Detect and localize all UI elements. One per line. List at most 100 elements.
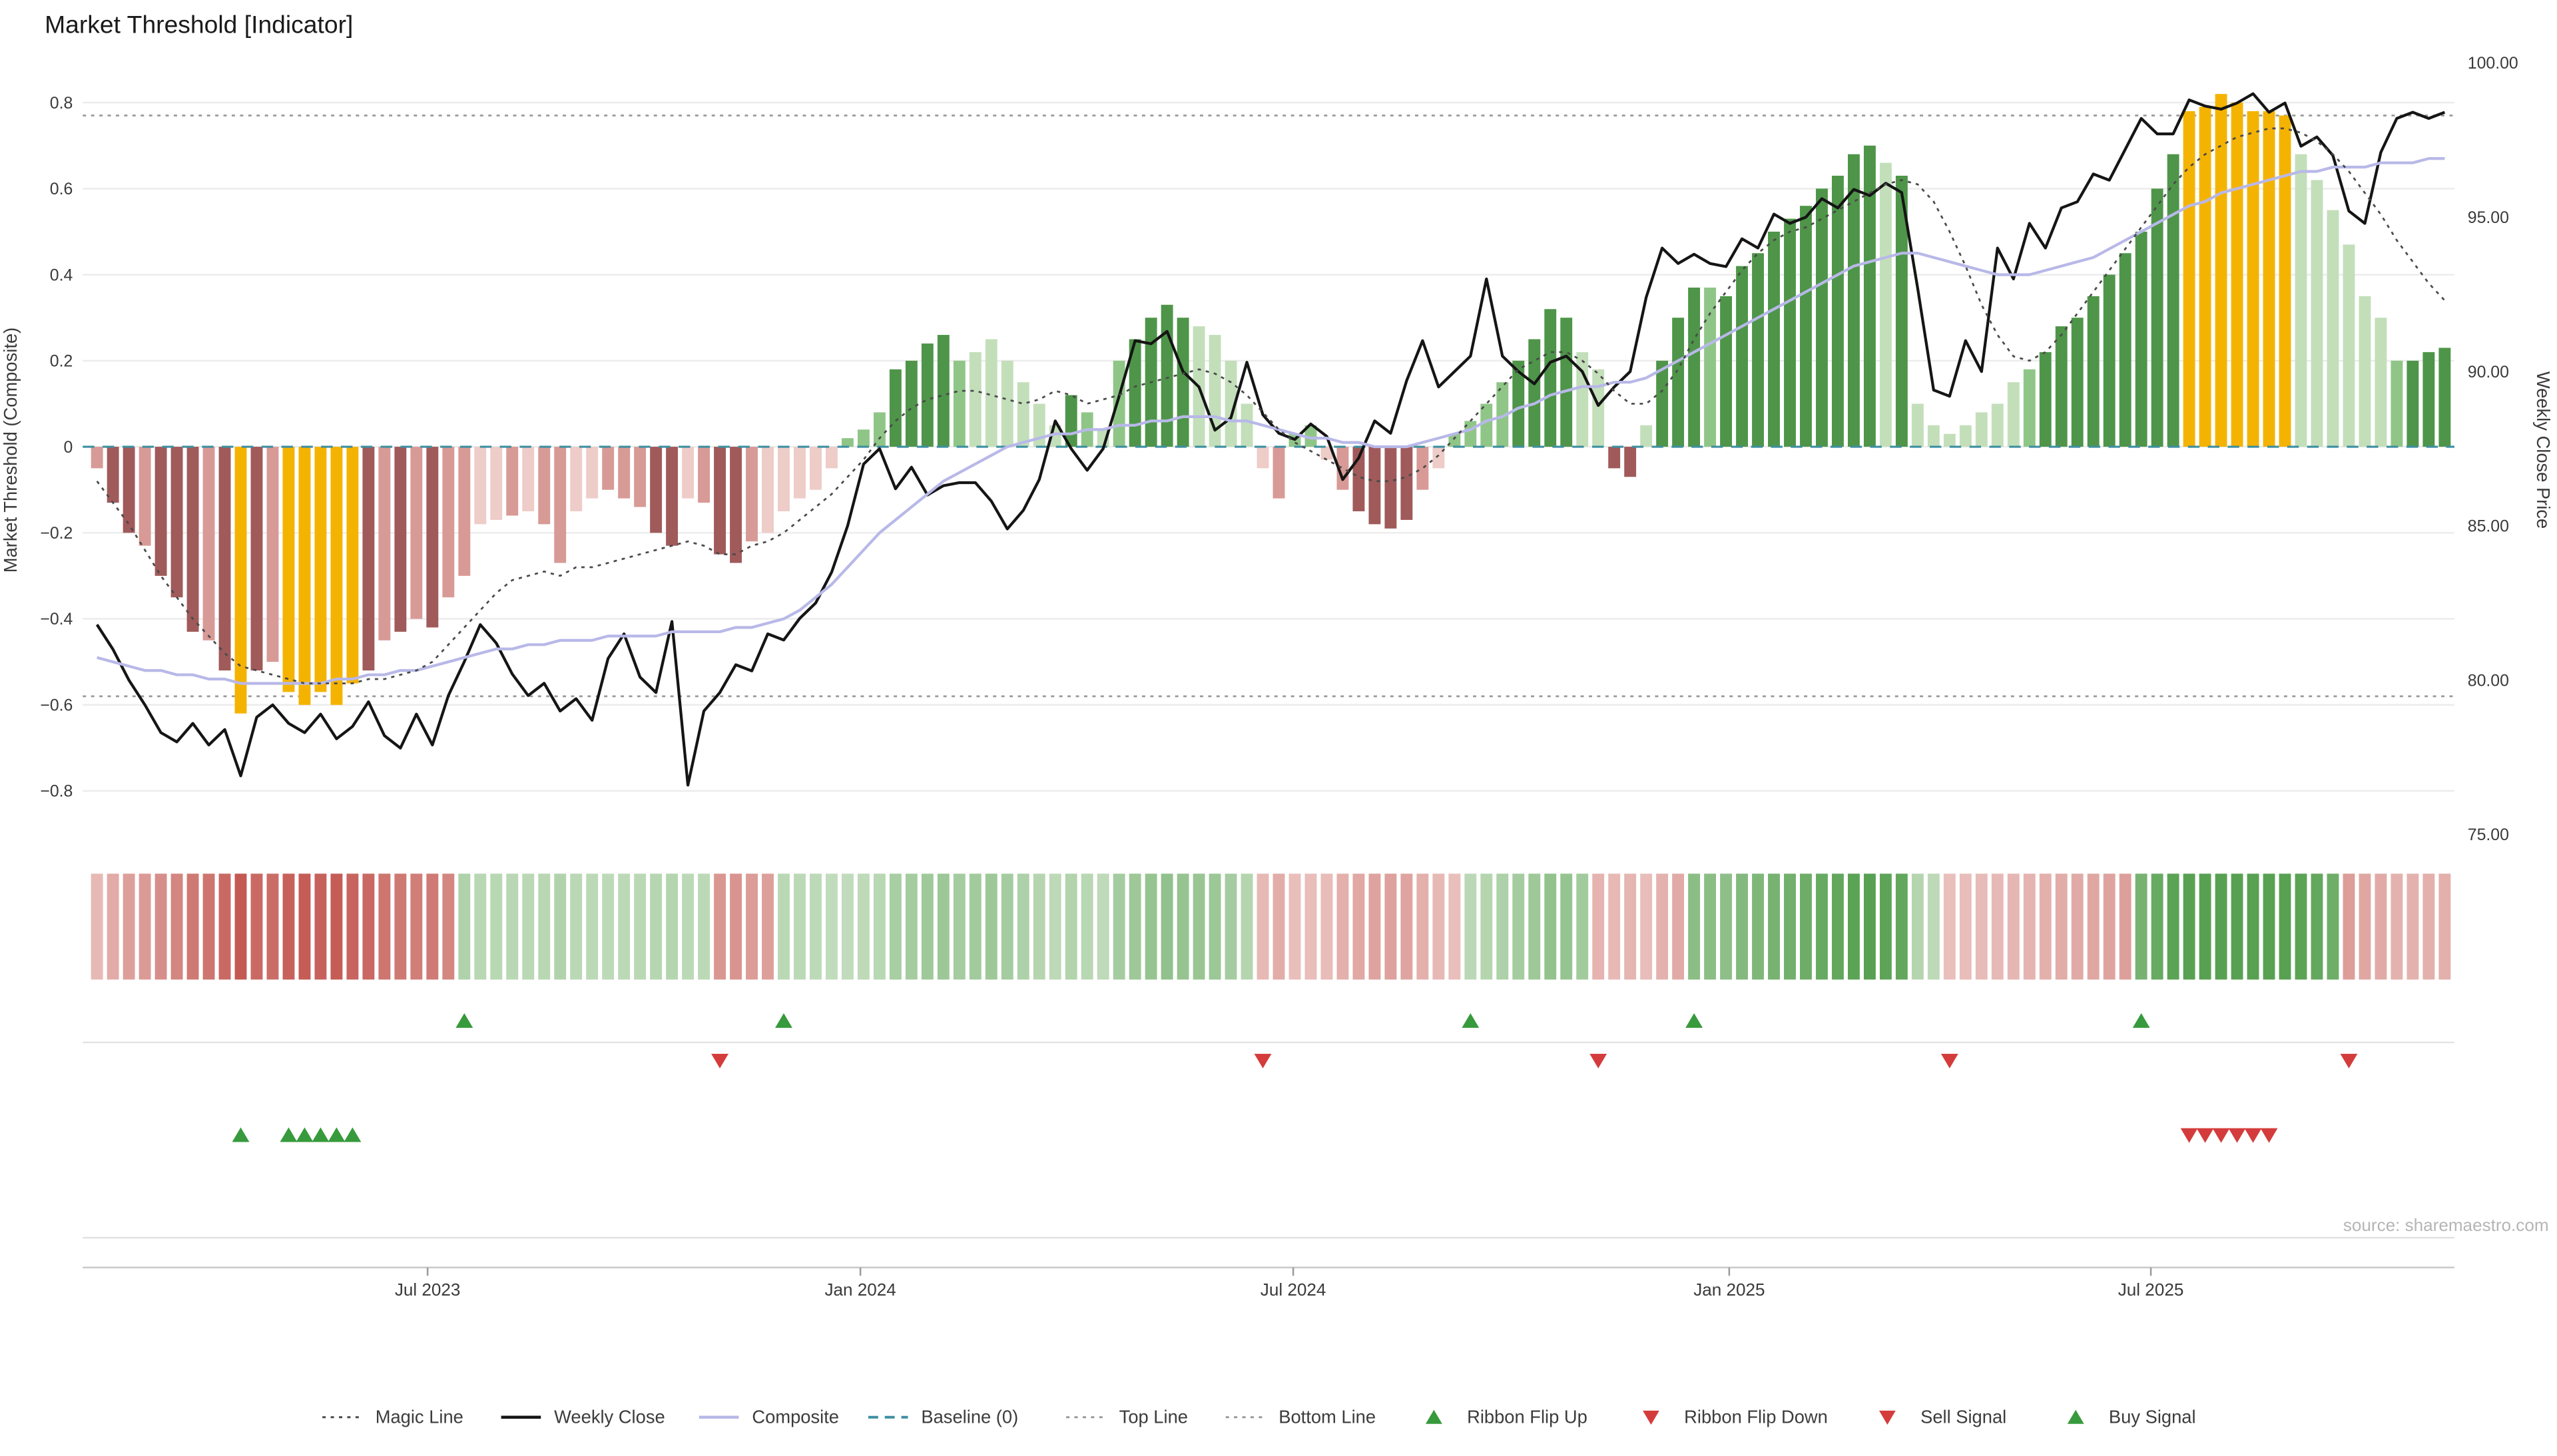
threshold-bar [682,447,695,499]
threshold-bar [1847,154,1860,447]
threshold-bar [1512,360,1525,447]
ribbon-cell [426,873,439,980]
ribbon-cell [985,873,997,980]
ribbon-cell [825,873,838,980]
ribbon-cell [362,873,375,980]
composite-line [97,156,2445,685]
threshold-bar [1911,403,1924,447]
threshold-bar [794,447,806,499]
threshold-bar [139,447,151,546]
threshold-bar [1640,425,1653,447]
ribbon-cell [2183,873,2195,980]
ribbon-cell [1544,873,1557,980]
ribbon-flip-up-marker [455,1013,473,1028]
threshold-bar [778,447,790,511]
threshold-bar [91,447,103,469]
ribbon-cell [1656,873,1669,980]
ribbon-cell [682,873,695,980]
threshold-bar [442,447,455,598]
threshold-bar [602,447,615,490]
ribbon-cell [1273,873,1285,980]
threshold-bar [1991,403,2004,447]
ribbon-cell [202,873,215,980]
ribbon-cell [91,873,103,980]
threshold-bar [410,447,423,619]
threshold-bar [1672,318,1685,447]
threshold-bar [1001,360,1013,447]
ribbon-cell [1320,873,1333,980]
ribbon-cell [2215,873,2227,980]
threshold-bar [2391,360,2403,447]
ribbon-cell [1241,873,1253,980]
ribbon-cell [1480,873,1493,980]
legend-item: Top Line [1066,1406,1188,1427]
ribbon-cell [1304,873,1317,980]
threshold-bar [1592,369,1605,447]
ribbon-cell [2023,873,2036,980]
ribbon-cell [1512,873,1525,980]
ribbon-cell [139,873,151,980]
ribbon-cell [1816,873,1828,980]
threshold-bar [394,447,407,632]
threshold-bar [2343,244,2355,447]
legend-item: Ribbon Flip Down [1643,1406,1828,1427]
threshold-bar [857,429,870,447]
threshold-bar [2055,326,2068,447]
ribbon-cell [666,873,679,980]
ribbon-cell [1975,873,1988,980]
threshold-bar [1304,425,1317,447]
threshold-bar [2311,180,2323,447]
ribbon-cell [2359,873,2371,980]
threshold-bar [1368,447,1381,525]
ribbon-cell [1193,873,1205,980]
legend-item: Sell Signal [1878,1406,2006,1427]
threshold-bar [1688,287,1701,447]
threshold-bar [1720,296,1733,447]
ribbon-cell [410,873,423,980]
ribbon-cell [762,873,774,980]
ribbon-cell [1959,873,1972,980]
triangle-up-icon [1425,1409,1442,1424]
threshold-bar [298,447,311,705]
threshold-bar [474,447,487,525]
threshold-bar [1161,304,1173,447]
ribbon-cell [1752,873,1764,980]
ribbon-cell [730,873,742,980]
ribbon-cell [1225,873,1237,980]
ribbon-cell [714,873,726,980]
threshold-bar [2327,210,2339,447]
ribbon-cell [186,873,199,980]
ribbon-cell [921,873,934,980]
threshold-bar [378,447,391,640]
threshold-bar [1129,339,1141,447]
x-tick-label: Jul 2023 [395,1280,461,1300]
ribbon-cell [298,873,311,980]
sell-signal-marker [2212,1128,2230,1143]
ribbon-cell [857,873,870,980]
ribbon-cell [1400,873,1413,980]
ribbon-cell [1688,873,1701,980]
threshold-bar [873,412,886,447]
ribbon-cell [107,873,119,980]
ribbon-flip-up-marker [1685,1013,1703,1028]
ribbon-cell [810,873,822,980]
threshold-bar [314,447,327,692]
buy-signal-marker [280,1127,298,1142]
threshold-bar [634,447,647,507]
ribbon-cell [937,873,950,980]
ribbon-cell [1832,873,1844,980]
ribbon-cell [1847,873,1860,980]
ribbon-cell [2199,873,2211,980]
left-axis-tick: −0.4 [40,610,73,628]
legend-label: Top Line [1119,1406,1188,1427]
ribbon-cell [778,873,790,980]
threshold-bar [1704,287,1717,447]
threshold-bar [985,339,997,447]
ribbon-cell [1065,873,1077,980]
ribbon-cell [474,873,487,980]
ribbon-cell [1384,873,1397,980]
ribbon-cell [2135,873,2147,980]
ribbon-cell [538,873,551,980]
left-axis-tick: 0.4 [50,266,73,284]
ribbon-cell [2231,873,2243,980]
